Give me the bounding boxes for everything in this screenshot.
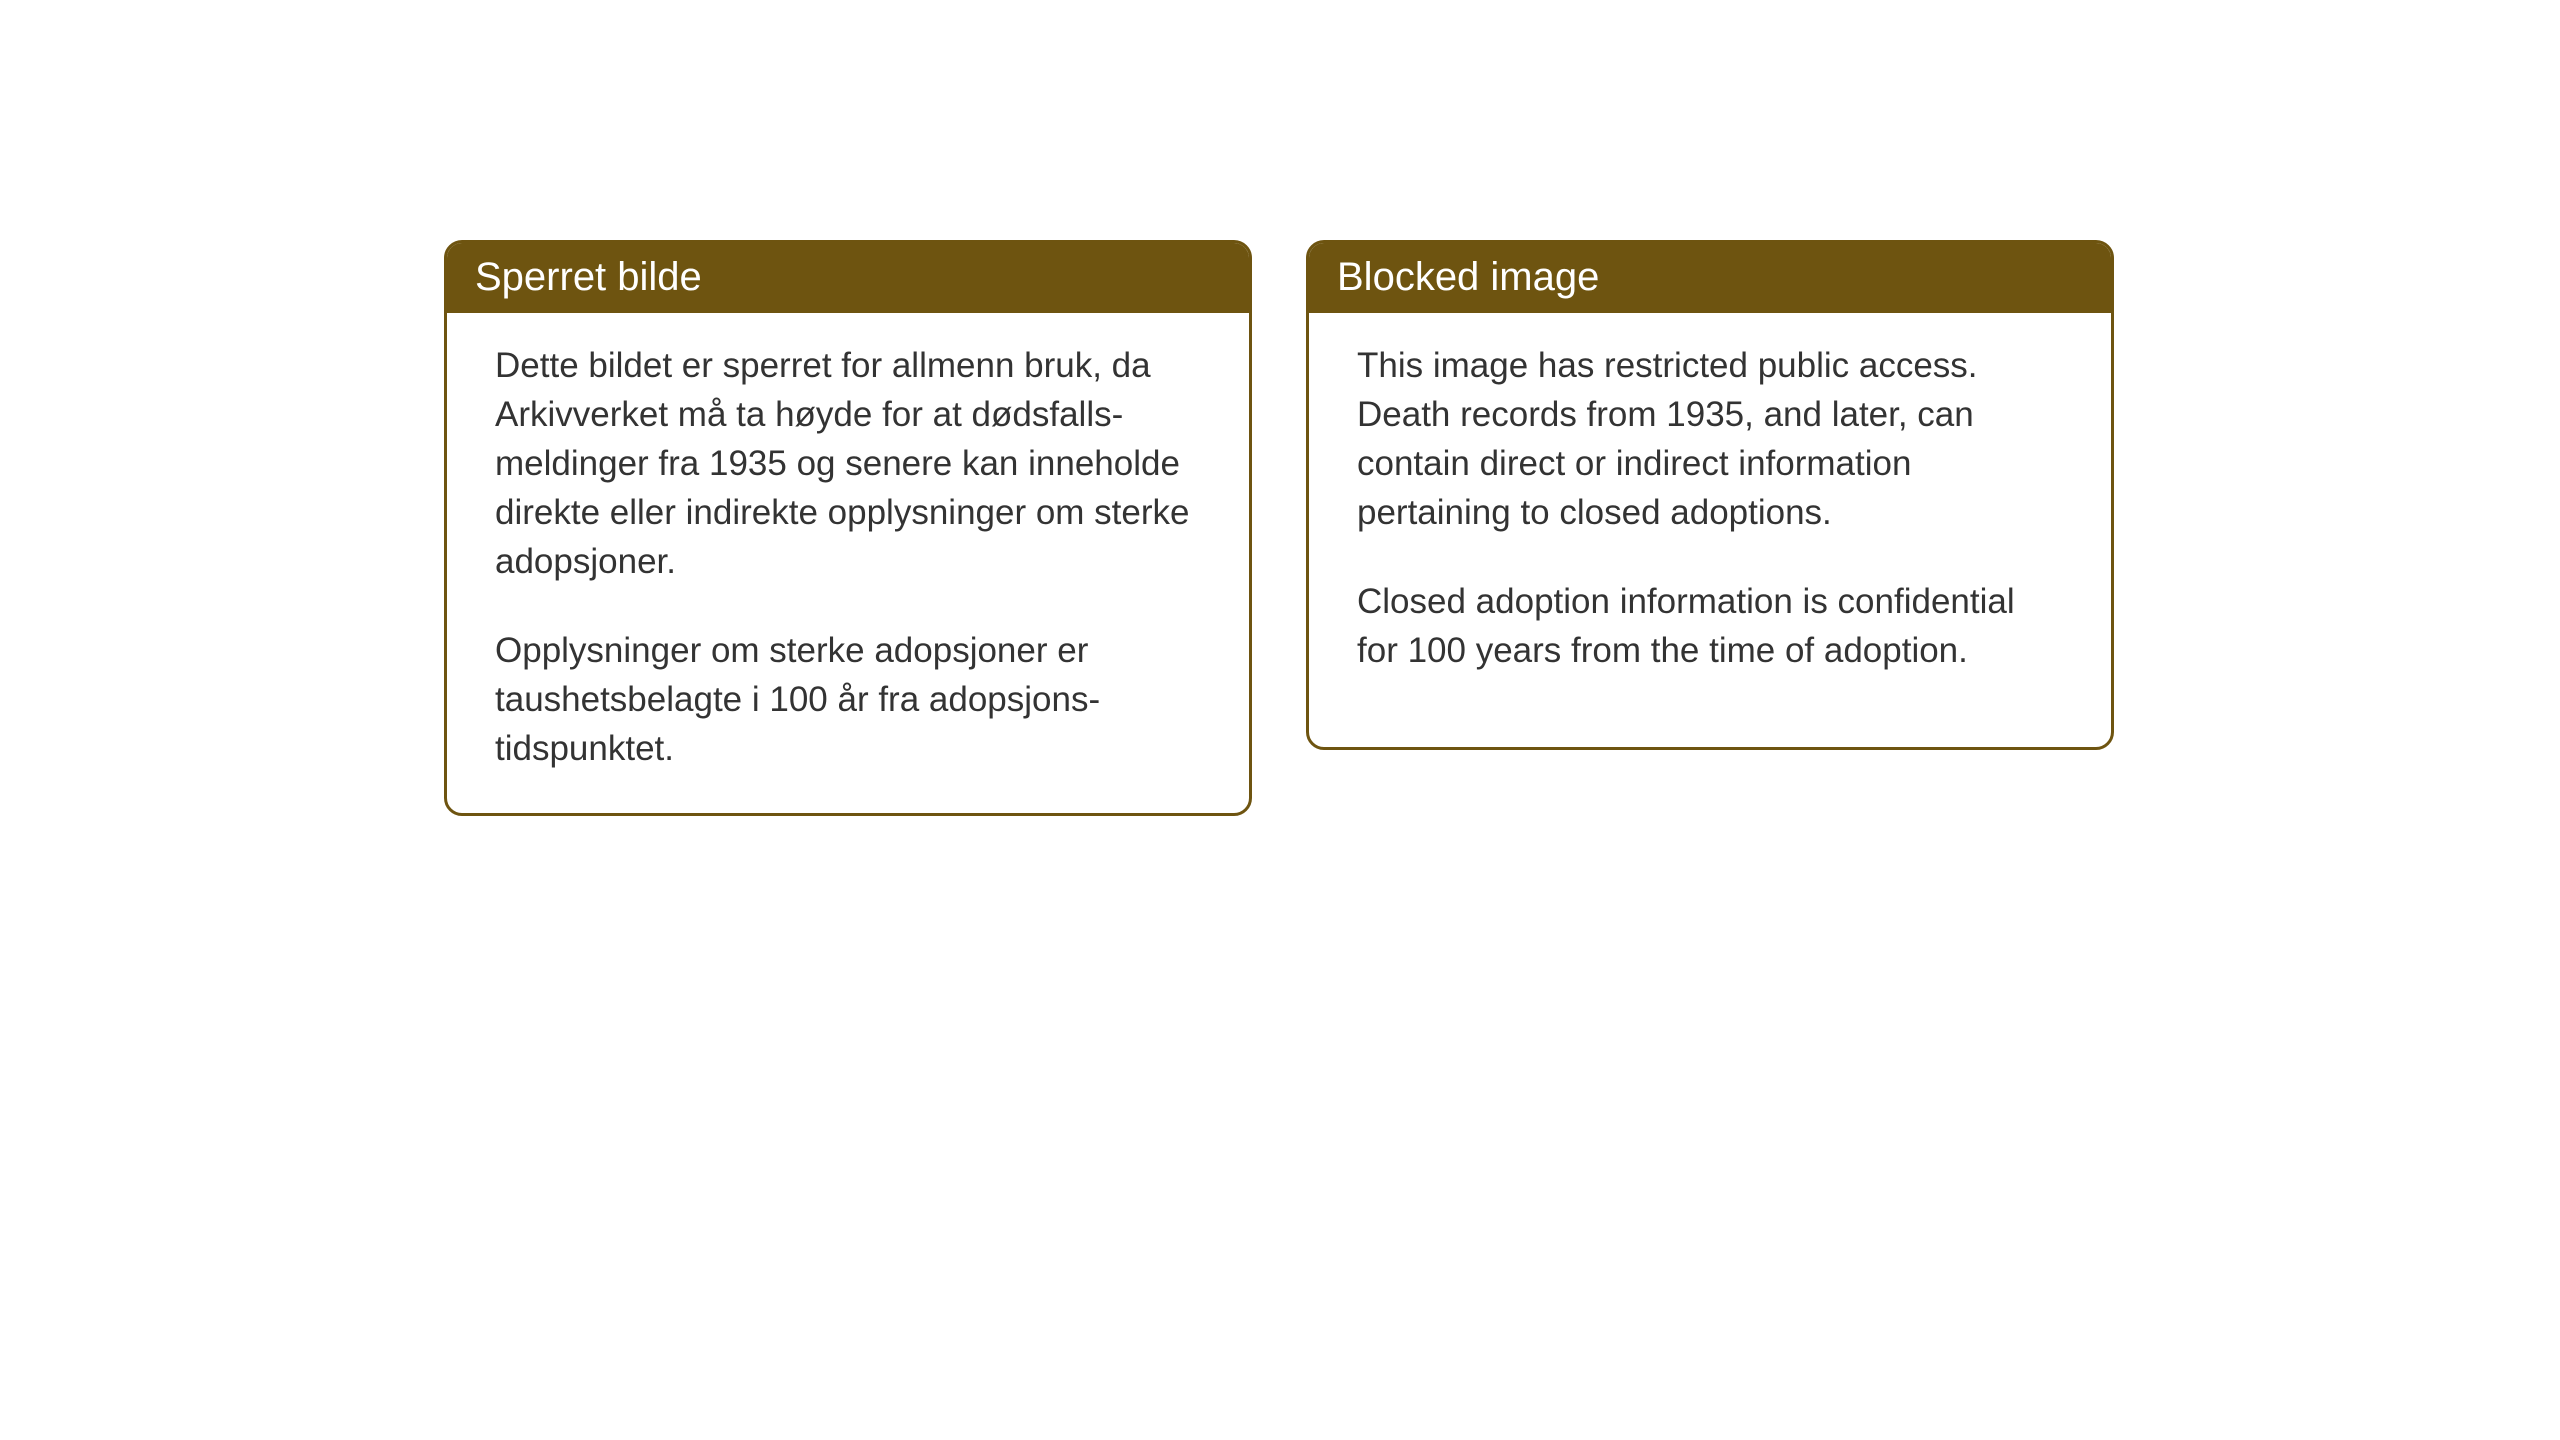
norwegian-card-title: Sperret bilde (447, 243, 1249, 313)
norwegian-card-body: Dette bildet er sperret for allmenn bruk… (447, 313, 1249, 813)
notice-container: Sperret bilde Dette bildet er sperret fo… (0, 0, 2560, 816)
english-card-body: This image has restricted public access.… (1309, 313, 2111, 715)
norwegian-paragraph-1: Dette bildet er sperret for allmenn bruk… (495, 341, 1201, 586)
norwegian-notice-card: Sperret bilde Dette bildet er sperret fo… (444, 240, 1252, 816)
english-notice-card: Blocked image This image has restricted … (1306, 240, 2114, 750)
english-paragraph-1: This image has restricted public access.… (1357, 341, 2063, 537)
english-paragraph-2: Closed adoption information is confident… (1357, 577, 2063, 675)
english-card-title: Blocked image (1309, 243, 2111, 313)
norwegian-paragraph-2: Opplysninger om sterke adopsjoner er tau… (495, 626, 1201, 773)
